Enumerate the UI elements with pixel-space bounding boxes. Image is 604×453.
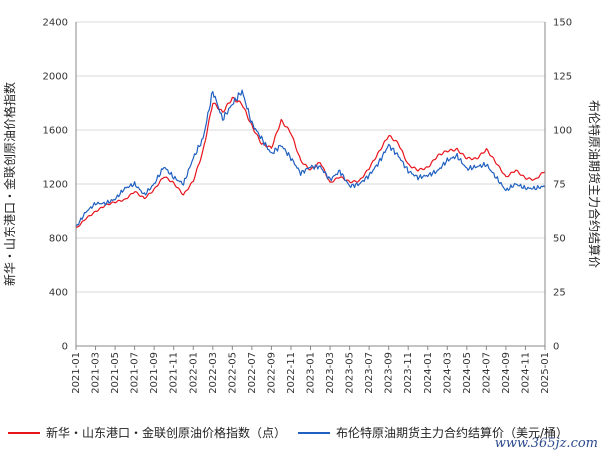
left-axis-title: 新华・山东港口・金联创原油价格指数 [2,82,17,286]
x-tick-label: 2021-03 [91,352,102,394]
x-tick-label: 2021-07 [130,352,141,394]
right-tick-label: 0 [553,342,559,353]
x-tick-label: 2021-05 [110,352,121,394]
x-tick-label: 2024-01 [423,352,434,394]
left-axis-ticks: 0 400 800 1200 1600 2000 2400 [43,18,68,353]
left-tick-label: 2400 [43,18,68,29]
x-tick-label: 2022-11 [286,352,297,394]
series-line-1 [75,89,546,228]
right-tick-label: 75 [553,180,566,191]
x-tick-label: 2025-01 [540,352,551,394]
x-tick-label: 2024-05 [462,352,473,394]
left-tick-label: 800 [49,234,68,245]
legend-label-index: 新华・山东港口・金联创原油价格指数（点） [46,425,286,440]
right-tick-label: 50 [553,234,566,245]
x-tick-label: 2023-05 [345,352,356,394]
x-tick-label: 2024-07 [481,352,492,394]
left-tick-label: 2000 [43,72,68,83]
left-tick-label: 1600 [43,126,68,137]
left-tick-label: 1200 [43,180,68,191]
x-tick-label: 2021-01 [71,352,82,394]
left-tick-label: 0 [62,342,68,353]
left-tick-label: 400 [49,288,68,299]
x-tick-label: 2022-05 [227,352,238,394]
x-tick-label: 2024-09 [501,352,512,394]
grid-lines [76,21,545,347]
right-tick-label: 125 [553,72,572,83]
watermark: www.365jz.com [495,436,598,451]
x-tick-label: 2023-07 [364,352,375,394]
series-line-0 [75,96,546,229]
x-tick-label: 2022-07 [247,352,258,394]
series-lines [75,89,546,229]
x-tick-label: 2023-11 [403,352,414,394]
x-tick-label: 2022-03 [208,352,219,394]
right-axis-ticks: 0 25 50 75 100 125 150 [553,18,572,353]
right-tick-label: 25 [553,288,566,299]
x-tick-label: 2023-03 [325,352,336,394]
x-tick-label: 2023-09 [384,352,395,394]
right-tick-label: 100 [553,126,572,137]
right-tick-label: 150 [553,18,572,29]
x-tick-label: 2023-01 [306,352,317,394]
x-tick-label: 2024-11 [520,352,531,394]
legend: 新华・山东港口・金联创原油价格指数（点） 布伦特原油期货主力合约结算价（美元/桶… [8,425,568,440]
legend-label-brent: 布伦特原油期货主力合约结算价（美元/桶） [336,425,568,440]
x-tick-label: 2024-03 [442,352,453,394]
x-tick-label: 2022-09 [266,352,277,394]
x-tick-label: 2021-11 [169,352,180,394]
right-axis-title: 布伦特原油期货主力合约结算价 [587,100,602,268]
x-axis-ticks: 2021-01 2021-03 2021-05 2021-07 2021-09 2021-… [71,346,551,394]
x-tick-label: 2022-01 [188,352,199,394]
x-tick-label: 2021-09 [149,352,160,394]
